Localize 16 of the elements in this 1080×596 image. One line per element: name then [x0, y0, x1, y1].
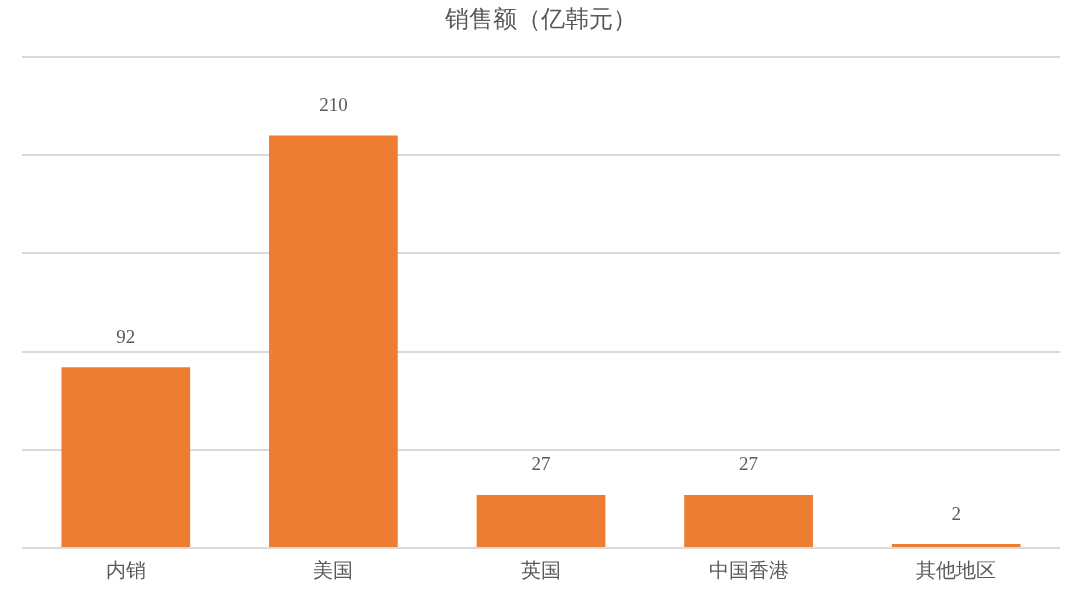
x-tick-label: 美国: [313, 558, 354, 583]
chart-title: 销售额（亿韩元）: [444, 4, 637, 33]
bar: [684, 494, 813, 547]
x-tick-label: 其他地区: [916, 558, 997, 583]
bar: [476, 494, 606, 547]
data-label: 210: [319, 93, 348, 115]
data-label: 27: [739, 453, 759, 475]
x-tick-label: 中国香港: [708, 558, 789, 583]
data-label: 27: [531, 453, 551, 475]
x-tick-label: 英国: [521, 558, 561, 583]
data-label: 92: [116, 325, 136, 347]
bar: [61, 367, 191, 547]
bar: [891, 544, 1021, 547]
x-tick-label: 内销: [105, 558, 146, 583]
bar: [269, 135, 398, 547]
data-label: 2: [951, 502, 961, 524]
